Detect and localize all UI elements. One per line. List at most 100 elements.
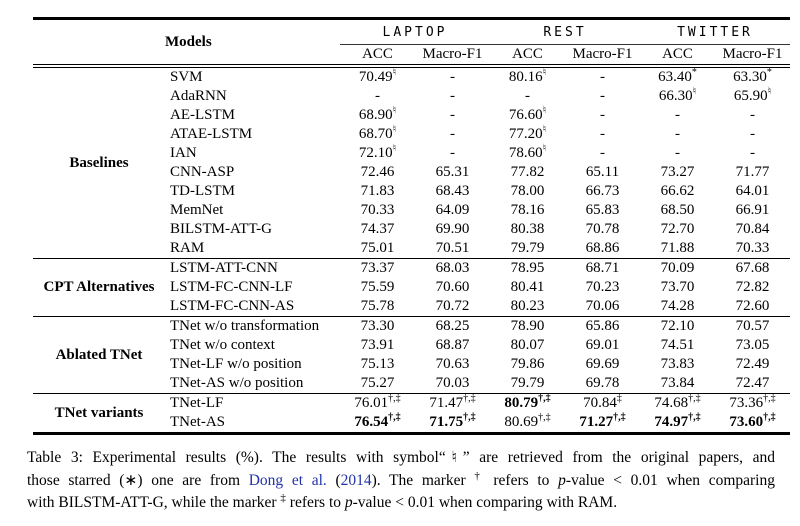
caption-text: ). The marker <box>371 471 475 489</box>
result-cell: 70.09 <box>640 258 715 278</box>
table-row: TNet-AS 76.54†,‡ 71.75†,‡ 80.69†,‡ 71.27†,‡ 7… <box>33 413 790 434</box>
result-cell: - <box>450 88 455 104</box>
table-row: AE-LSTM 68.90♮ - 76.60♮ - - - <box>33 106 790 125</box>
result-cell: 72.82 <box>735 279 770 295</box>
result-cell: - <box>525 88 530 104</box>
result-cell: 75.78 <box>360 298 395 314</box>
marker-symbol: †,‡ <box>613 412 626 423</box>
result-cell: 78.16 <box>510 202 545 218</box>
result-cell: 68.70♮ <box>358 124 397 143</box>
result-cell: 80.07 <box>510 337 545 353</box>
result-cell: 77.20♮ <box>508 124 547 143</box>
result-cell: - <box>450 126 455 142</box>
caption-text: refers to <box>484 471 559 489</box>
group-column-spacer <box>33 19 165 67</box>
result-cell: 68.25 <box>415 316 490 336</box>
result-cell: 70.57 <box>715 316 790 336</box>
result-cell: - <box>750 126 755 142</box>
table-row: LSTM-FC-CNN-AS 75.78 70.72 80.23 70.06 74.28 7… <box>33 297 790 317</box>
marker-symbol: ‡ <box>616 393 622 404</box>
table-row: MemNet 70.33 64.09 78.16 65.83 68.50 66.91 <box>33 201 790 220</box>
result-cell: - <box>750 145 755 161</box>
metric-header: ACC <box>512 46 543 62</box>
result-cell: 72.10 <box>640 316 715 336</box>
marker-symbol: †,‡ <box>763 412 776 423</box>
models-header: Models <box>165 33 212 50</box>
dataset-header-rest: REST <box>490 18 640 45</box>
result-cell: - <box>600 126 605 142</box>
caption-text: those starred (∗) one are from <box>27 471 249 489</box>
group-label: CPT Alternatives <box>33 258 165 317</box>
model-name: TNet w/o transformation <box>165 316 340 336</box>
result-cell: 76.01†,‡ <box>340 393 415 413</box>
result-cell: 80.79†,‡ <box>490 393 565 413</box>
result-cell: 68.50 <box>660 202 695 218</box>
result-cell: 65.31 <box>435 164 470 180</box>
result-cell: 80.69†,‡ <box>504 412 551 431</box>
model-name: TD-LSTM <box>170 183 235 199</box>
result-cell: - <box>675 107 680 123</box>
marker-symbol: †,‡ <box>763 393 776 404</box>
result-cell: 70.63 <box>435 356 470 372</box>
result-cell: 79.79 <box>510 240 545 256</box>
result-cell: 70.84‡ <box>565 393 640 413</box>
result-cell: 73.37 <box>340 258 415 278</box>
table-row: BILSTM-ATT-G 74.37 69.90 80.38 70.78 72.70 70.… <box>33 220 790 239</box>
caption-text: -value < 0.01 when comparing with RAM. <box>352 494 618 511</box>
marker-symbol: †,‡ <box>538 412 551 423</box>
results-table: Models LAPTOP REST TWITTER ACC Macro-F1 AC… <box>33 17 790 435</box>
model-name: TNet-LF w/o position <box>170 356 302 372</box>
result-cell: 70.23 <box>585 279 620 295</box>
model-name: AdaRNN <box>170 88 227 104</box>
table-row: IAN 72.10♮ - 78.60♮ - - - <box>33 144 790 163</box>
result-cell: 72.60 <box>735 298 770 314</box>
table-row: Ablated TNet TNet w/o transformation 73.30… <box>33 316 790 394</box>
citation-link[interactable]: Dong et al. <box>248 471 327 489</box>
marker-symbol: ♮ <box>392 67 397 78</box>
result-cell: 68.71 <box>565 258 640 278</box>
marker-symbol: †,‡ <box>388 393 401 404</box>
result-cell: - <box>450 107 455 123</box>
model-name: AE-LSTM <box>170 107 235 123</box>
model-name: TNet-AS <box>170 414 225 430</box>
metric-header: Macro-F1 <box>722 46 783 62</box>
result-cell: 80.23 <box>510 298 545 314</box>
marker-symbol: ♮ <box>542 124 547 135</box>
table-row: LSTM-FC-CNN-LF 75.59 70.60 80.41 70.23 73.70 7… <box>33 278 790 297</box>
result-cell: 73.60†,‡ <box>729 412 776 431</box>
result-cell: 70.06 <box>585 298 620 314</box>
dataset-header-laptop: LAPTOP <box>340 18 490 45</box>
result-cell: 74.37 <box>360 221 395 237</box>
result-cell: 66.62 <box>660 183 695 199</box>
metric-header: Macro-F1 <box>422 46 483 62</box>
result-cell: 73.91 <box>360 337 395 353</box>
result-cell: 70.03 <box>435 375 470 391</box>
result-cell: 65.83 <box>585 202 620 218</box>
result-cell: 69.69 <box>585 356 620 372</box>
result-cell: 73.30 <box>340 316 415 336</box>
result-cell: - <box>675 145 680 161</box>
result-cell: 72.49 <box>735 356 770 372</box>
result-cell: - <box>600 145 605 161</box>
result-cell: 70.60 <box>435 279 470 295</box>
table-row: TNet-LF w/o position 75.13 70.63 79.86 69.69… <box>33 355 790 374</box>
result-cell: 65.11 <box>585 164 620 180</box>
result-cell: 78.60♮ <box>508 143 547 162</box>
table-row: Baselines SVM 70.49♮ -80.16♮ -63.40* 63.30* <box>33 64 790 259</box>
result-cell: 75.13 <box>360 356 395 372</box>
table-row: TNet w/o context 73.91 68.87 80.07 69.01 74.5… <box>33 336 790 355</box>
table-row: ATAE-LSTM 68.70♮ - 77.20♮ - - - <box>33 125 790 144</box>
table-row: TNet-AS w/o position 75.27 70.03 79.79 69.78… <box>33 374 790 394</box>
citation-link[interactable]: 2014 <box>340 471 372 489</box>
result-cell: 79.86 <box>510 356 545 372</box>
result-cell: - <box>600 88 605 104</box>
result-cell: 79.79 <box>510 375 545 391</box>
result-cell: 76.54†,‡ <box>354 412 401 431</box>
marker-symbol: ♮ <box>542 67 547 78</box>
model-name: LSTM-FC-CNN-AS <box>170 298 295 314</box>
caption-text: p <box>344 494 353 511</box>
result-cell: 71.47†,‡ <box>415 393 490 413</box>
result-cell: 72.70 <box>660 221 695 237</box>
result-cell: - <box>750 107 755 123</box>
result-cell: 68.90♮ <box>358 105 397 124</box>
